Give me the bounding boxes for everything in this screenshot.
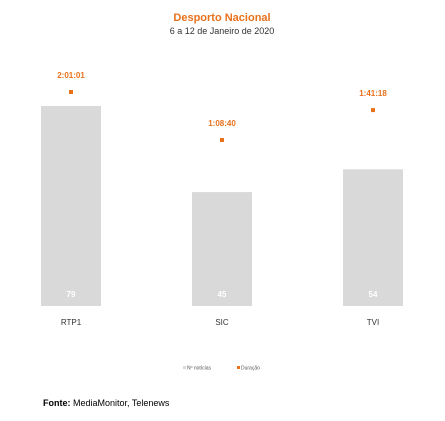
bar-sic (192, 192, 252, 306)
duration-label-rtp1: 2:01:01 (57, 71, 85, 80)
duration-marker-sic (220, 138, 224, 142)
duration-label-sic: 1:08:40 (208, 119, 236, 128)
count-label-rtp1: 79 (67, 290, 76, 299)
legend-label-duration: Duração (241, 366, 260, 372)
bar-tvi (343, 169, 403, 306)
legend-swatch-duration (237, 366, 240, 369)
legend: Nº notícias Duração (183, 366, 260, 372)
category-label-tvi: TVI (367, 318, 379, 327)
source-note: Fonte: MediaMonitor, Telenews (43, 398, 169, 408)
legend-swatch-count (183, 366, 186, 369)
legend-label-count: Nº notícias (187, 366, 212, 372)
chart-subtitle: 6 a 12 de Janeiro de 2020 (170, 26, 275, 36)
duration-marker-tvi (371, 108, 375, 113)
count-label-sic: 45 (218, 290, 227, 299)
duration-marker-rtp1 (69, 90, 73, 94)
bar-rtp1 (41, 106, 101, 306)
category-label-rtp1: RTP1 (61, 318, 82, 327)
source-label: Fonte: (43, 398, 71, 408)
source-text: MediaMonitor, Telenews (70, 398, 170, 408)
chart-title: Desporto Nacional (173, 12, 270, 24)
duration-label-tvi: 1:41:18 (359, 89, 387, 98)
bar-group: 79 2:01:01 RTP1 45 1:08:40 SIC 54 1:41:18 TVI (41, 71, 403, 327)
category-label-sic: SIC (215, 318, 229, 327)
count-label-tvi: 54 (369, 290, 378, 299)
